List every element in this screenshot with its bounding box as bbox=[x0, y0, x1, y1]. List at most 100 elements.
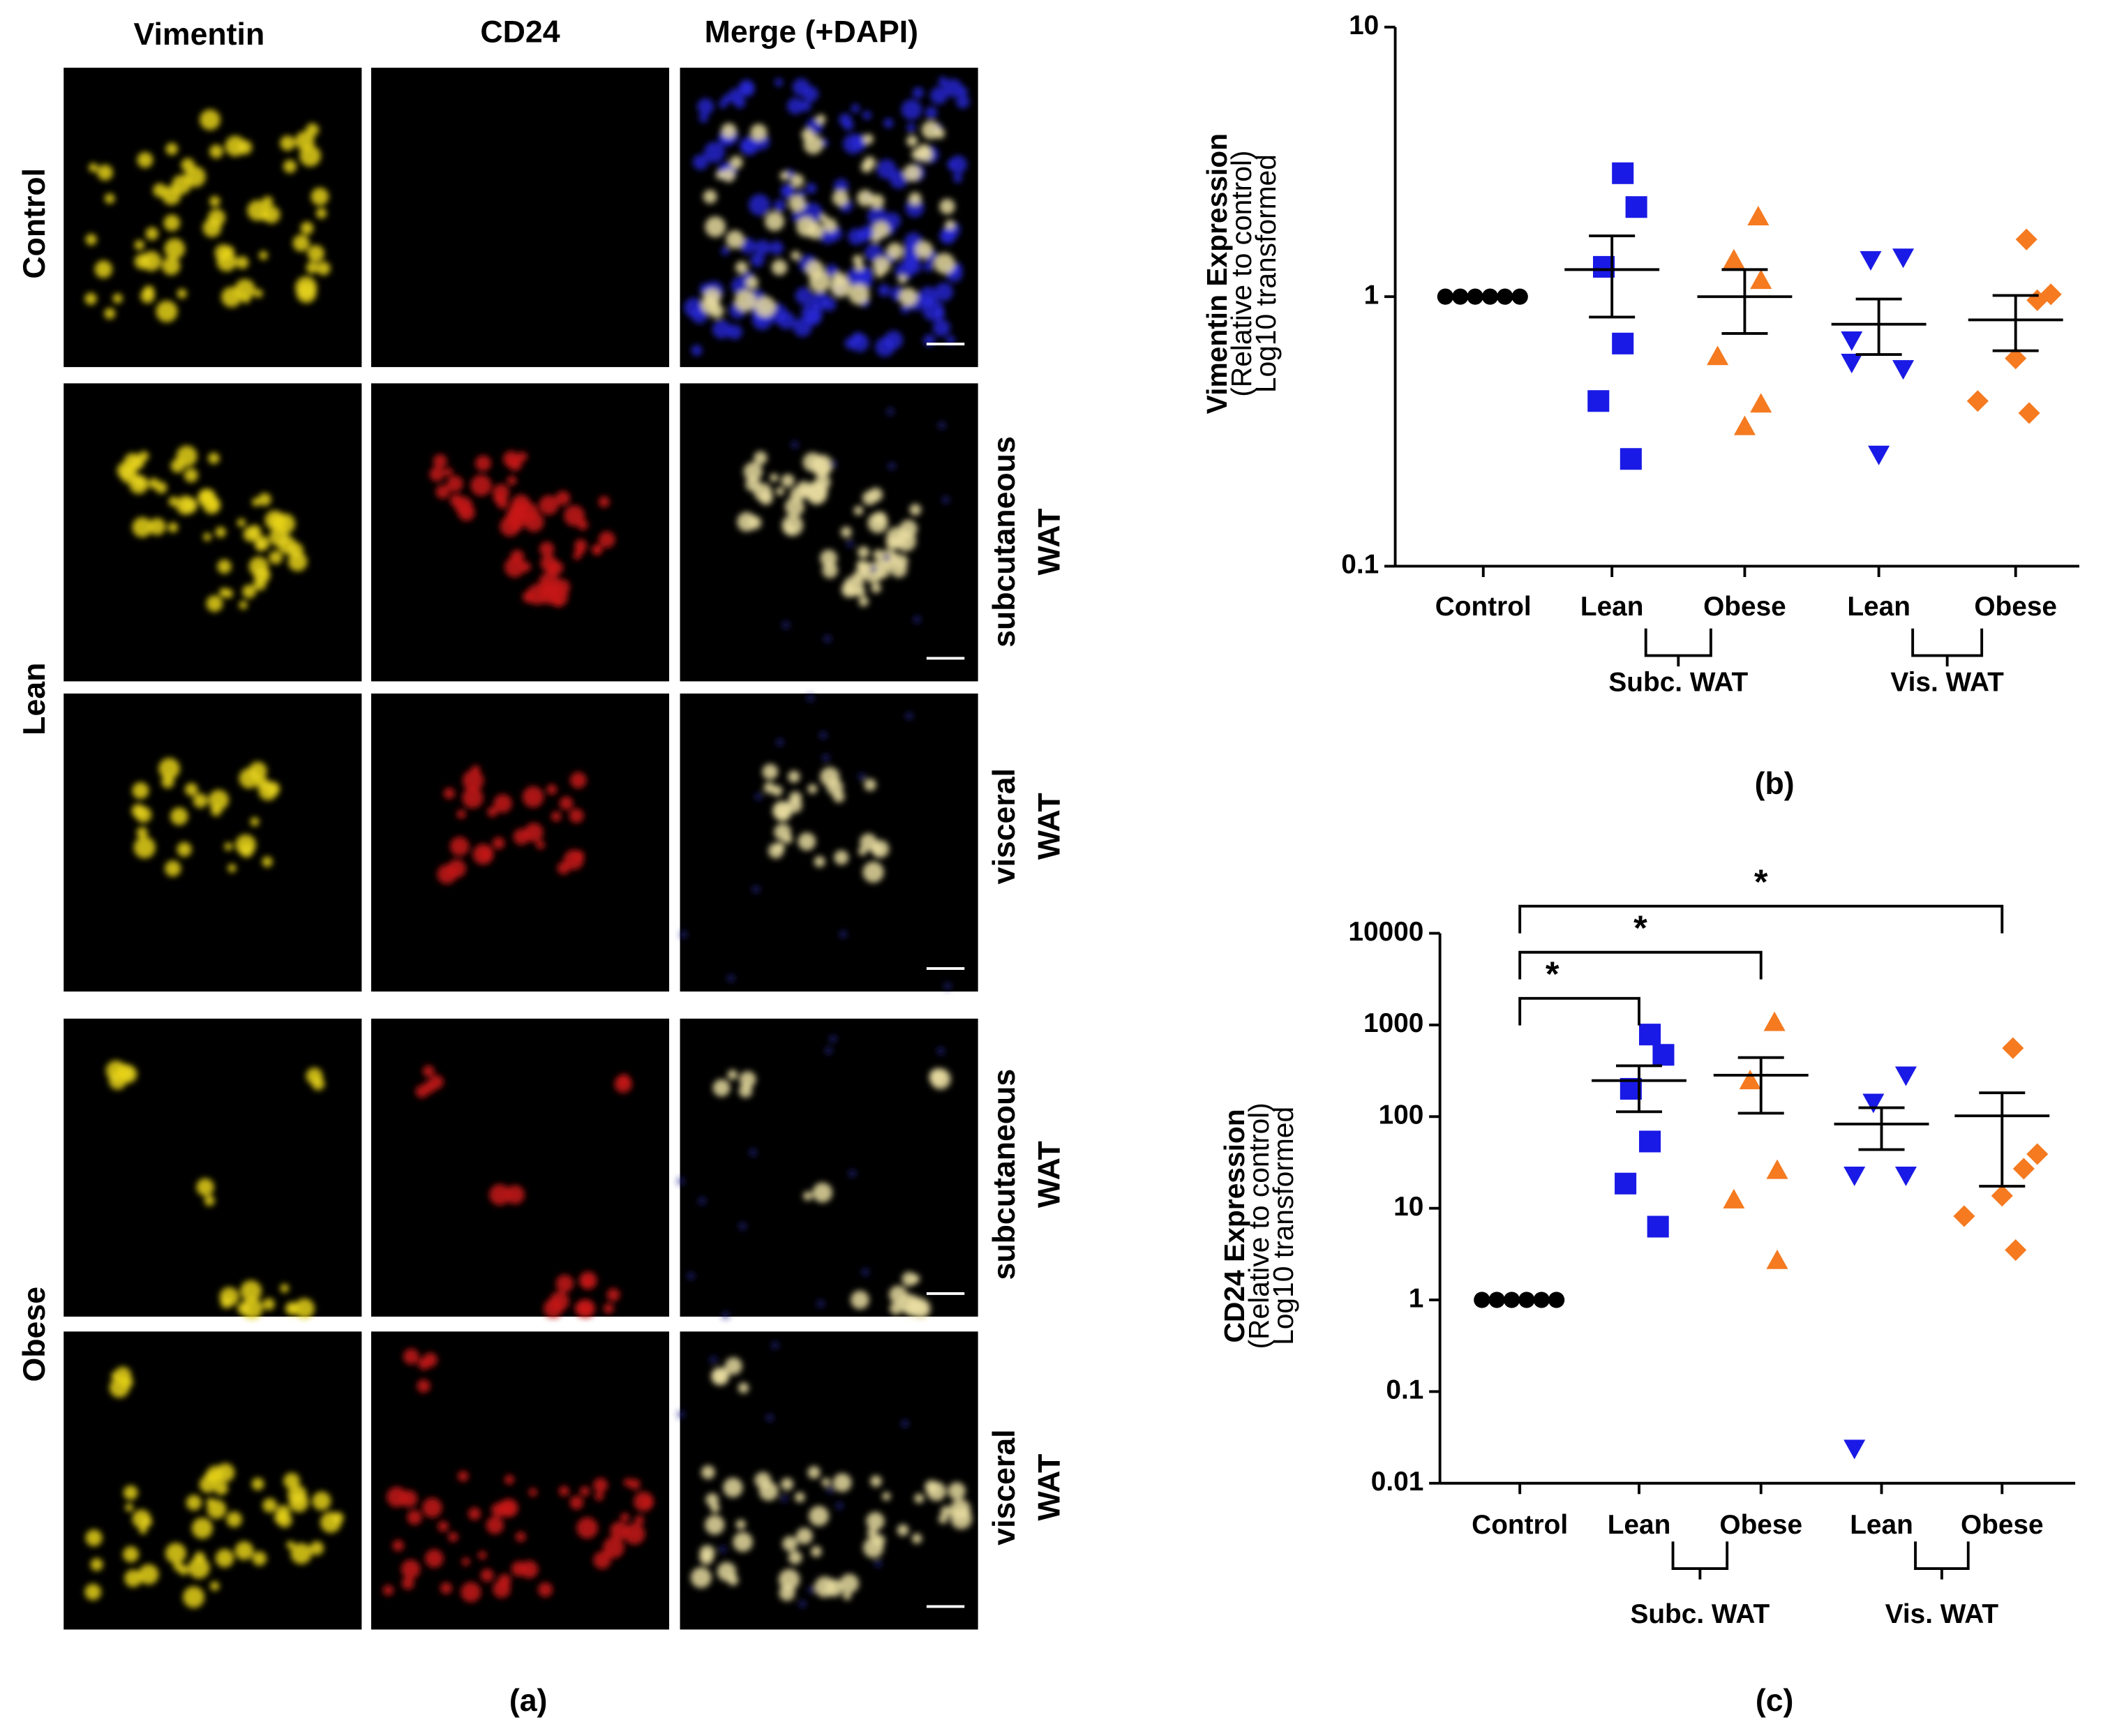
cell bbox=[860, 160, 873, 173]
cell bbox=[280, 135, 296, 151]
cell bbox=[823, 634, 832, 643]
cell bbox=[429, 1075, 444, 1089]
cell bbox=[133, 837, 156, 859]
cell bbox=[899, 287, 918, 306]
cell bbox=[515, 1532, 526, 1542]
cell bbox=[890, 561, 907, 578]
point bbox=[1953, 1205, 1975, 1227]
cell bbox=[176, 445, 197, 467]
x-tick-label: Control bbox=[1472, 1510, 1568, 1540]
cell bbox=[691, 345, 703, 356]
cell bbox=[210, 1581, 220, 1591]
group-bracket bbox=[1671, 1541, 1729, 1580]
cell bbox=[712, 320, 731, 339]
side-label: visceral bbox=[987, 768, 1022, 884]
cell bbox=[508, 504, 523, 519]
cell bbox=[861, 1268, 870, 1276]
cell bbox=[886, 407, 895, 416]
cell bbox=[524, 823, 544, 842]
point bbox=[1474, 1292, 1490, 1308]
cell bbox=[209, 195, 220, 207]
cell bbox=[623, 1478, 632, 1487]
cell bbox=[782, 1536, 798, 1552]
cell bbox=[771, 260, 788, 276]
cell bbox=[236, 256, 249, 269]
cell bbox=[493, 493, 504, 504]
cell bbox=[614, 1075, 632, 1093]
cell bbox=[857, 189, 874, 207]
cell bbox=[145, 227, 159, 241]
cell bbox=[520, 1560, 539, 1579]
point bbox=[1615, 1172, 1637, 1195]
cell bbox=[705, 216, 726, 237]
cell bbox=[679, 930, 688, 939]
cell bbox=[930, 87, 948, 105]
cell bbox=[165, 1543, 186, 1564]
cell bbox=[480, 1569, 494, 1582]
y-tick-label: 0.01 bbox=[1371, 1467, 1424, 1497]
cell bbox=[816, 114, 826, 125]
row-label: Control bbox=[17, 168, 52, 279]
cell bbox=[805, 183, 817, 194]
cell bbox=[734, 290, 756, 312]
cell bbox=[417, 1379, 431, 1393]
cell bbox=[701, 296, 719, 314]
cell bbox=[676, 1177, 685, 1185]
cell bbox=[846, 539, 855, 548]
cell bbox=[194, 1551, 206, 1563]
cell bbox=[225, 135, 246, 157]
cell bbox=[934, 283, 953, 301]
cell bbox=[835, 1502, 844, 1510]
cell bbox=[470, 474, 492, 496]
cell bbox=[814, 1576, 836, 1598]
cell bbox=[123, 1546, 139, 1563]
cell bbox=[825, 1486, 835, 1494]
point bbox=[1747, 206, 1770, 225]
cell bbox=[724, 1357, 742, 1375]
cell bbox=[821, 1478, 831, 1487]
row-label: Obese bbox=[17, 1287, 52, 1382]
cell bbox=[461, 1557, 470, 1566]
cell bbox=[536, 840, 545, 850]
cell bbox=[188, 1557, 210, 1579]
point bbox=[1518, 1292, 1535, 1308]
cell bbox=[775, 486, 785, 496]
cell bbox=[906, 123, 916, 133]
cell bbox=[844, 337, 857, 350]
y-axis-label: (Relative to control) bbox=[1225, 150, 1257, 396]
cell bbox=[765, 1413, 774, 1422]
cell bbox=[833, 179, 849, 194]
cell bbox=[871, 583, 881, 593]
cell bbox=[461, 1582, 481, 1603]
cell bbox=[779, 1585, 795, 1601]
side-label: subcutaneous bbox=[987, 1069, 1022, 1280]
cell bbox=[143, 285, 155, 297]
y-tick-label: 1000 bbox=[1363, 1008, 1423, 1038]
cell bbox=[763, 781, 775, 794]
cell bbox=[158, 758, 180, 779]
cell bbox=[629, 1479, 641, 1490]
point bbox=[1467, 288, 1483, 305]
cell bbox=[721, 123, 737, 139]
point bbox=[1894, 1166, 1917, 1186]
cell bbox=[922, 296, 934, 308]
cell bbox=[489, 1184, 511, 1206]
cell bbox=[886, 527, 908, 548]
cell bbox=[773, 200, 786, 212]
cells bbox=[737, 407, 950, 643]
cell bbox=[906, 135, 918, 147]
cell bbox=[492, 837, 505, 850]
cell bbox=[721, 168, 735, 182]
point bbox=[1639, 1024, 1661, 1046]
cell bbox=[738, 80, 755, 96]
point bbox=[1587, 390, 1610, 412]
cell bbox=[287, 1485, 307, 1504]
cell bbox=[774, 803, 792, 821]
cell bbox=[830, 276, 851, 298]
cell bbox=[134, 240, 144, 250]
cell bbox=[262, 856, 273, 867]
cell bbox=[898, 274, 907, 284]
cell bbox=[739, 1071, 756, 1088]
cell bbox=[754, 451, 768, 465]
cells bbox=[84, 1366, 344, 1608]
